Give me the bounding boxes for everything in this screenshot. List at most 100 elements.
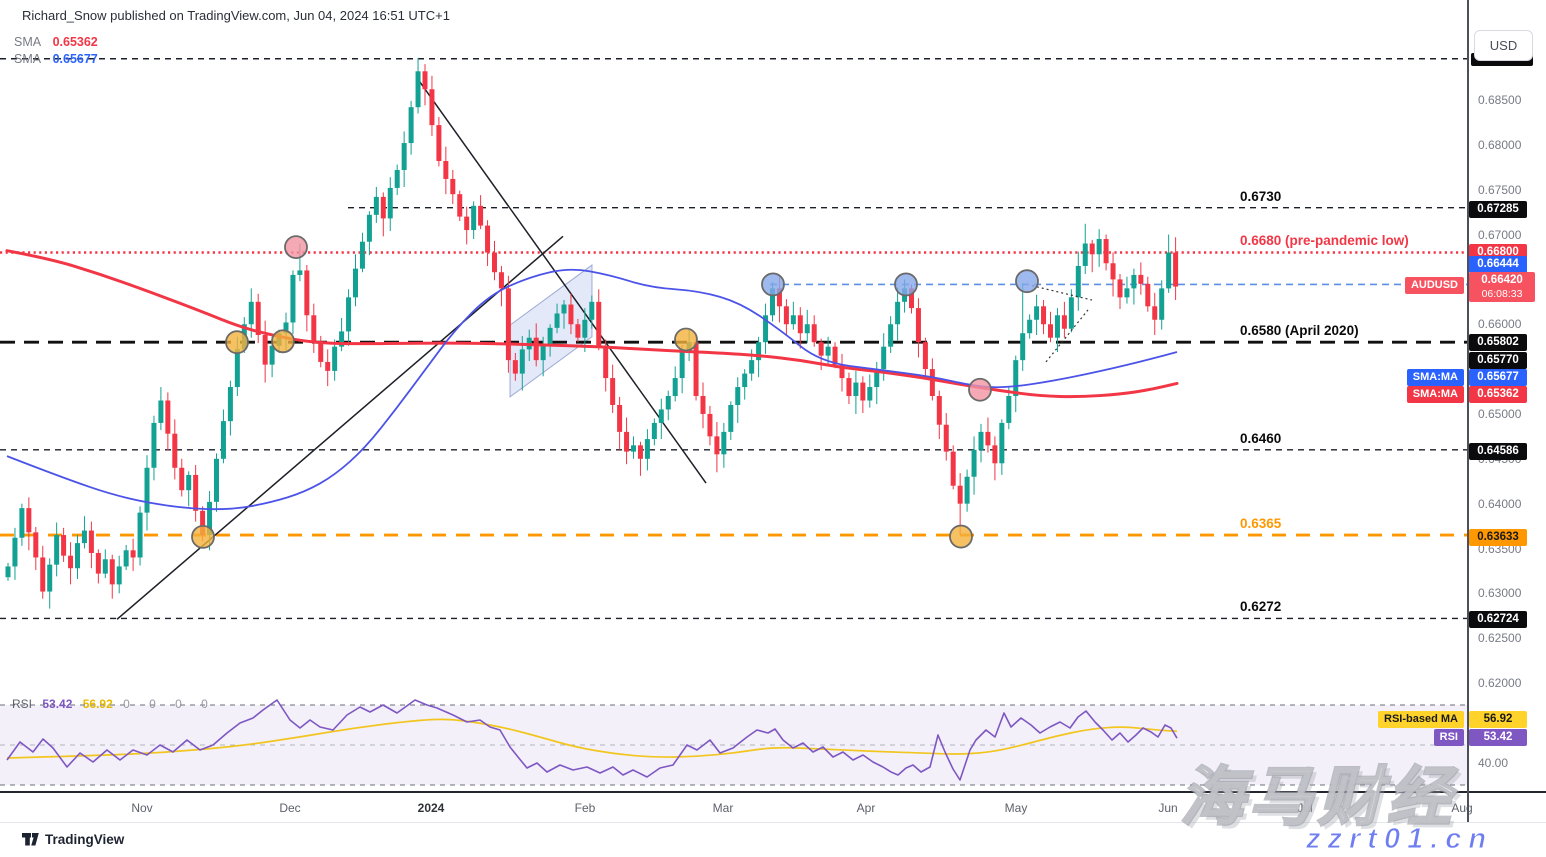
candle-body[interactable] [297,270,303,275]
candle-body[interactable] [707,413,713,437]
candle-body[interactable] [443,160,449,179]
candle-body[interactable] [568,304,574,325]
candle-body[interactable] [992,445,998,464]
candle-body[interactable] [457,194,463,217]
sma-slow-legend-row[interactable]: SMA 0.65362 [14,34,98,51]
candle-body[interactable] [429,89,435,126]
candle-body[interactable] [1152,306,1158,320]
price-chart-canvas[interactable] [0,0,1467,793]
candle-body[interactable] [227,387,233,422]
candle-body[interactable] [846,378,852,397]
candle-body[interactable] [255,301,261,336]
candle-body[interactable] [200,510,206,536]
candle-body[interactable] [971,449,977,477]
candle-body[interactable] [832,346,838,365]
event-marker-pink[interactable] [968,377,992,402]
candle-body[interactable] [220,421,226,459]
candle-body[interactable] [985,431,991,446]
candle-body[interactable] [1138,274,1144,284]
candle-body[interactable] [519,349,525,374]
candle-body[interactable] [853,382,859,397]
candle-body[interactable] [1061,315,1067,329]
candle-body[interactable] [68,555,74,569]
candle-body[interactable] [234,349,240,388]
candle-body[interactable] [290,274,296,323]
candle-body[interactable] [839,364,845,379]
candle-body[interactable] [262,335,268,365]
candle-body[interactable] [179,467,185,491]
candle-body[interactable] [158,400,164,423]
candle-body[interactable] [401,143,407,170]
candle-body[interactable] [1027,319,1033,334]
rsi-ma-line[interactable] [6,718,1178,759]
candle-body[interactable] [123,550,129,567]
candle-body[interactable] [207,501,213,536]
candle-body[interactable] [533,337,539,361]
candle-body[interactable] [881,346,887,370]
candle-body[interactable] [269,345,275,365]
candle-body[interactable] [464,216,470,231]
candle-body[interactable] [1131,274,1137,289]
candle-body[interactable] [860,382,866,401]
candle-body[interactable] [895,301,901,325]
candle-body[interactable] [366,214,372,242]
candle-body[interactable] [380,196,386,219]
candle-body[interactable] [915,308,921,343]
candle-body[interactable] [394,169,400,188]
candle-body[interactable] [1068,297,1074,329]
candle-body[interactable] [783,306,789,325]
candle-body[interactable] [151,422,157,468]
event-marker-blue[interactable] [894,272,918,297]
candle-body[interactable] [1117,279,1123,298]
candle-body[interactable] [957,485,963,504]
candle-body[interactable] [1110,263,1116,280]
event-marker-orange[interactable] [271,329,295,354]
candle-body[interactable] [790,315,796,325]
candle-body[interactable] [1041,306,1047,325]
tradingview-attribution[interactable]: TradingView [22,832,124,847]
candle-body[interactable] [137,512,143,558]
candle-body[interactable] [248,301,254,325]
candle-body[interactable] [436,125,442,161]
candle-body[interactable] [978,431,984,450]
candle-body[interactable] [644,439,650,459]
candle-body[interactable] [165,400,171,434]
candle-body[interactable] [1054,315,1060,338]
candle-body[interactable] [353,268,358,298]
candle-body[interactable] [172,433,178,468]
event-marker-orange[interactable] [949,524,973,549]
event-marker-pink[interactable] [284,235,308,260]
candle-body[interactable] [109,559,115,585]
candle-body[interactable] [617,404,623,432]
trendline-0[interactable] [116,235,564,620]
candle-body[interactable] [603,346,609,379]
candle-body[interactable] [102,559,108,574]
pennant-line-1[interactable] [1045,309,1089,363]
candle-body[interactable] [610,378,616,405]
candle-body[interactable] [12,537,18,567]
candle-body[interactable] [318,342,324,362]
candle-body[interactable] [95,552,101,574]
rsi-line[interactable] [6,699,1178,781]
candle-body[interactable] [811,324,817,343]
candle-body[interactable] [75,543,80,569]
candle-body[interactable] [540,345,546,361]
candle-body[interactable] [936,396,942,425]
candle-body[interactable] [186,474,192,491]
candle-body[interactable] [387,187,393,219]
candle-body[interactable] [130,550,136,558]
candle-body[interactable] [332,346,338,371]
candle-body[interactable] [505,288,511,361]
candle-body[interactable] [658,409,664,423]
candle-body[interactable] [116,566,122,585]
candle-body[interactable] [665,396,671,410]
candle-body[interactable] [825,346,831,356]
candle-body[interactable] [346,297,352,332]
candle-body[interactable] [304,270,310,316]
candle-body[interactable] [1159,288,1165,320]
event-marker-orange[interactable] [191,524,215,549]
candle-body[interactable] [999,422,1005,464]
candle-body[interactable] [325,361,331,371]
candle-body[interactable] [888,324,894,347]
candle-body[interactable] [589,301,595,320]
